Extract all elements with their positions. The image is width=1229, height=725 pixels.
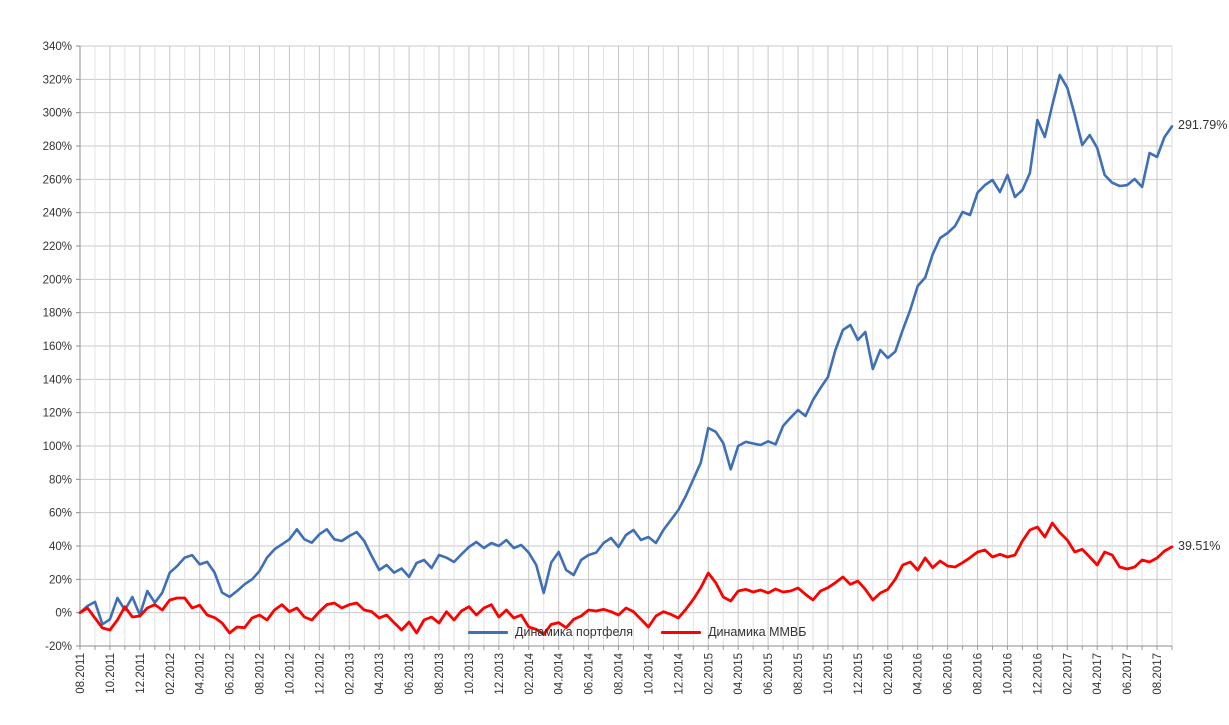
- x-axis-tick-label: 12.2011: [135, 653, 147, 694]
- y-axis-tick-label: 120%: [43, 408, 72, 420]
- x-axis-tick-label: 12.2014: [673, 652, 685, 694]
- micex-end-value: 39.51%: [1178, 538, 1221, 553]
- x-axis-tick-label: 10.2013: [464, 653, 476, 695]
- legend-label-micex: Динамика ММВБ: [708, 625, 807, 639]
- y-axis-tick-label: 80%: [49, 474, 72, 486]
- x-axis-tick-label: 08.2011: [75, 653, 87, 694]
- y-axis-tick-label: 240%: [43, 208, 72, 220]
- y-axis-tick-label: 160%: [43, 341, 72, 353]
- portfolio-series-line: [78, 73, 1174, 626]
- y-axis-tick-label: 100%: [43, 441, 72, 453]
- x-axis-tick-label: 08.2017: [1152, 653, 1164, 695]
- x-axis-tick-label: 04.2017: [1092, 653, 1104, 695]
- y-axis-tick-label: 220%: [43, 241, 72, 253]
- legend: Динамика портфеля Динамика ММВБ: [468, 625, 806, 639]
- x-axis-tick-label: 04.2014: [554, 652, 566, 694]
- y-axis-tick-label: 180%: [43, 308, 72, 320]
- x-axis-tick-label: 06.2013: [404, 653, 416, 695]
- legend-item-micex: Динамика ММВБ: [661, 625, 806, 639]
- y-axis-tick-label: -20%: [45, 641, 72, 653]
- x-axis-tick-label: 04.2012: [195, 653, 207, 695]
- x-axis-tick-label: 10.2012: [284, 653, 296, 695]
- x-axis-tick-label: 06.2014: [584, 652, 596, 694]
- portfolio-line-swatch: [468, 630, 508, 634]
- x-axis-tick-label: 10.2014: [643, 652, 655, 694]
- x-axis-tick-label: 08.2013: [434, 653, 446, 695]
- x-axis-tick-label: 04.2013: [374, 653, 386, 695]
- y-axis-tick-label: 40%: [49, 541, 72, 553]
- x-axis-tick-label: 10.2016: [1002, 653, 1014, 695]
- x-axis-tick-label: 12.2015: [853, 653, 865, 695]
- x-axis-tick-label: 02.2016: [883, 653, 895, 695]
- x-axis-tick-label: 12.2012: [314, 653, 326, 695]
- y-axis-tick-label: 340%: [43, 41, 72, 53]
- legend-label-portfolio: Динамика портфеля: [515, 625, 634, 639]
- x-axis-tick-label: 06.2016: [943, 653, 955, 695]
- x-axis-tick-label: 06.2012: [225, 653, 237, 695]
- y-axis-tick-label: 140%: [43, 374, 72, 386]
- x-axis-tick-label: 04.2016: [913, 653, 925, 695]
- x-axis-tick-label: 10.2011: [105, 653, 117, 694]
- x-axis-tick-label: 12.2016: [1032, 653, 1044, 695]
- y-axis-tick-label: 0%: [55, 608, 72, 620]
- x-axis-tick-label: 02.2014: [524, 652, 536, 694]
- x-axis-tick-label: 08.2015: [793, 653, 805, 695]
- y-axis-tick-label: 260%: [43, 174, 72, 186]
- y-axis-tick-label: 60%: [49, 508, 72, 520]
- x-axis-tick-label: 02.2013: [344, 653, 356, 695]
- x-axis-tick-label: 10.2015: [823, 653, 835, 695]
- x-axis-tick-label: 08.2016: [973, 653, 985, 695]
- y-axis-tick-label: 20%: [49, 574, 72, 586]
- x-axis-tick-label: 06.2015: [763, 653, 775, 695]
- legend-item-portfolio: Динамика портфеля: [468, 625, 633, 639]
- x-axis-tick-label: 04.2015: [733, 653, 745, 695]
- micex-line-swatch: [661, 630, 702, 634]
- x-axis-tick-label: 02.2012: [165, 653, 177, 695]
- x-axis-tick-label: 08.2014: [614, 652, 626, 694]
- y-axis-tick-label: 200%: [43, 274, 72, 286]
- x-axis-tick-label: 02.2015: [703, 653, 715, 695]
- x-axis-tick-label: 08.2012: [255, 653, 267, 695]
- x-axis-tick-label: 06.2017: [1122, 653, 1134, 695]
- y-axis-tick-label: 320%: [43, 74, 72, 86]
- y-axis-tick-label: 300%: [43, 108, 72, 120]
- y-axis-tick-label: 280%: [43, 141, 72, 153]
- portfolio-end-value: 291.79%: [1178, 118, 1228, 133]
- x-axis-tick-label: 12.2013: [494, 653, 506, 695]
- micex-series-line: [78, 521, 1174, 636]
- x-axis-tick-label: 02.2017: [1062, 653, 1074, 695]
